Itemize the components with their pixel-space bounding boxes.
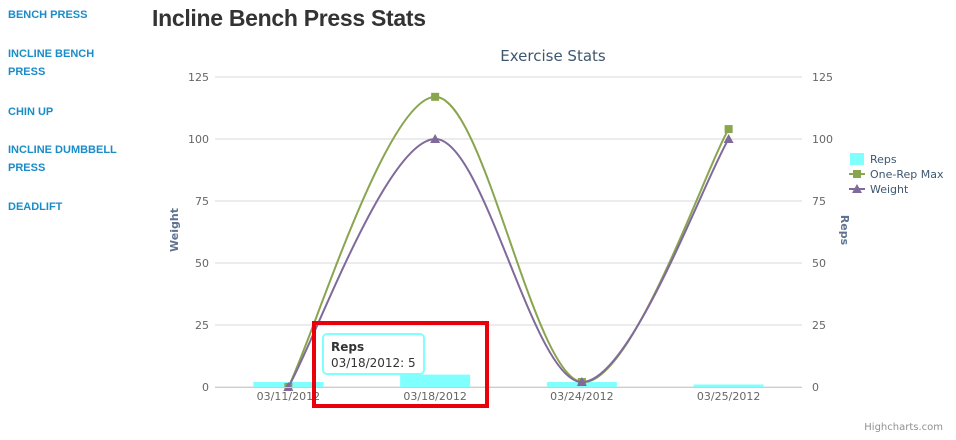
y-right-tick-label: 50	[812, 257, 826, 270]
x-tick-label: 03/18/2012	[403, 390, 466, 403]
y-left-tick-label: 25	[195, 319, 209, 332]
sidebar-item-chin-up[interactable]: CHIN UP	[8, 103, 128, 121]
y-right-tick-label: 25	[812, 319, 826, 332]
y-left-tick-label: 125	[188, 71, 209, 84]
chart-tooltip: Reps 03/18/2012: 5	[322, 333, 425, 375]
weight-point[interactable]	[430, 134, 441, 143]
x-tick-label: 03/25/2012	[697, 390, 760, 403]
legend-swatch	[850, 153, 864, 165]
y-axis-left-title: Weight	[168, 208, 181, 252]
sidebar-item-label: INCLINE DUMBBELL	[8, 144, 117, 156]
legend-label: Reps	[870, 153, 897, 166]
one-rep-max-point[interactable]	[431, 92, 440, 101]
legend-marker	[852, 184, 862, 193]
tooltip-box	[322, 333, 425, 375]
reps-series	[253, 374, 764, 387]
sidebar-item-bench-press[interactable]: BENCH PRESS	[8, 6, 128, 24]
x-tick-label: 03/24/2012	[550, 390, 613, 403]
y-left-tick-label: 100	[188, 133, 209, 146]
legend-item-weight[interactable]: Weight	[849, 183, 909, 196]
weight-point[interactable]	[723, 134, 734, 143]
chart-legend[interactable]: Reps One-Rep Max Weight	[849, 153, 944, 196]
highcharts-credits-link[interactable]: Highcharts.com	[864, 422, 943, 433]
sidebar-item-label: PRESS	[8, 162, 46, 174]
one-rep-max-point[interactable]	[724, 125, 733, 134]
chart-gridlines	[215, 76, 802, 388]
y-left-tick-label: 75	[195, 195, 209, 208]
chart-axes: 0 25 50 75 100 125 0 25 50 75 100 125 03/11/2012 03/1…	[188, 71, 833, 403]
y-axis-right-title: Reps	[838, 215, 851, 246]
legend-item-one-rep-max[interactable]: One-Rep Max	[849, 168, 944, 181]
tooltip-value: 03/18/2012: 5	[331, 356, 416, 370]
y-right-tick-label: 125	[812, 71, 833, 84]
x-tick-label: 03/11/2012	[257, 390, 320, 403]
sidebar-item-label: BENCH PRESS	[8, 9, 88, 21]
sidebar-item-label: INCLINE BENCH	[8, 48, 95, 60]
highlight-box	[312, 321, 489, 408]
y-right-tick-label: 100	[812, 133, 833, 146]
weight-point[interactable]	[576, 377, 587, 387]
legend-label: One-Rep Max	[870, 168, 944, 181]
reps-bar[interactable]	[400, 374, 471, 387]
sidebar-item-label: CHIN UP	[8, 106, 54, 118]
y-right-tick-label: 75	[812, 195, 826, 208]
sidebar-item-label: PRESS	[8, 66, 46, 78]
chart-title: Exercise Stats	[500, 47, 606, 65]
tooltip-title: Reps	[331, 340, 364, 354]
y-left-tick-label: 0	[202, 381, 209, 394]
legend-marker	[853, 170, 861, 178]
weight-point[interactable]	[283, 382, 294, 391]
legend-label: Weight	[870, 183, 909, 196]
y-left-tick-label: 50	[195, 257, 209, 270]
legend-item-reps[interactable]: Reps	[850, 153, 897, 166]
sidebar-item-label: DEADLIFT	[8, 201, 63, 213]
y-right-tick-label: 0	[812, 381, 819, 394]
line-series	[283, 92, 734, 391]
sidebar-item-incline-dumbbell-press[interactable]: INCLINE DUMBBELL PRESS	[8, 141, 128, 177]
page-title: Incline Bench Press Stats	[152, 5, 426, 31]
sidebar-item-incline-bench-press[interactable]: INCLINE BENCH PRESS	[8, 45, 128, 81]
sidebar-item-deadlift[interactable]: DEADLIFT	[8, 198, 128, 216]
reps-bar[interactable]	[693, 384, 764, 387]
weight-line	[287, 137, 730, 388]
